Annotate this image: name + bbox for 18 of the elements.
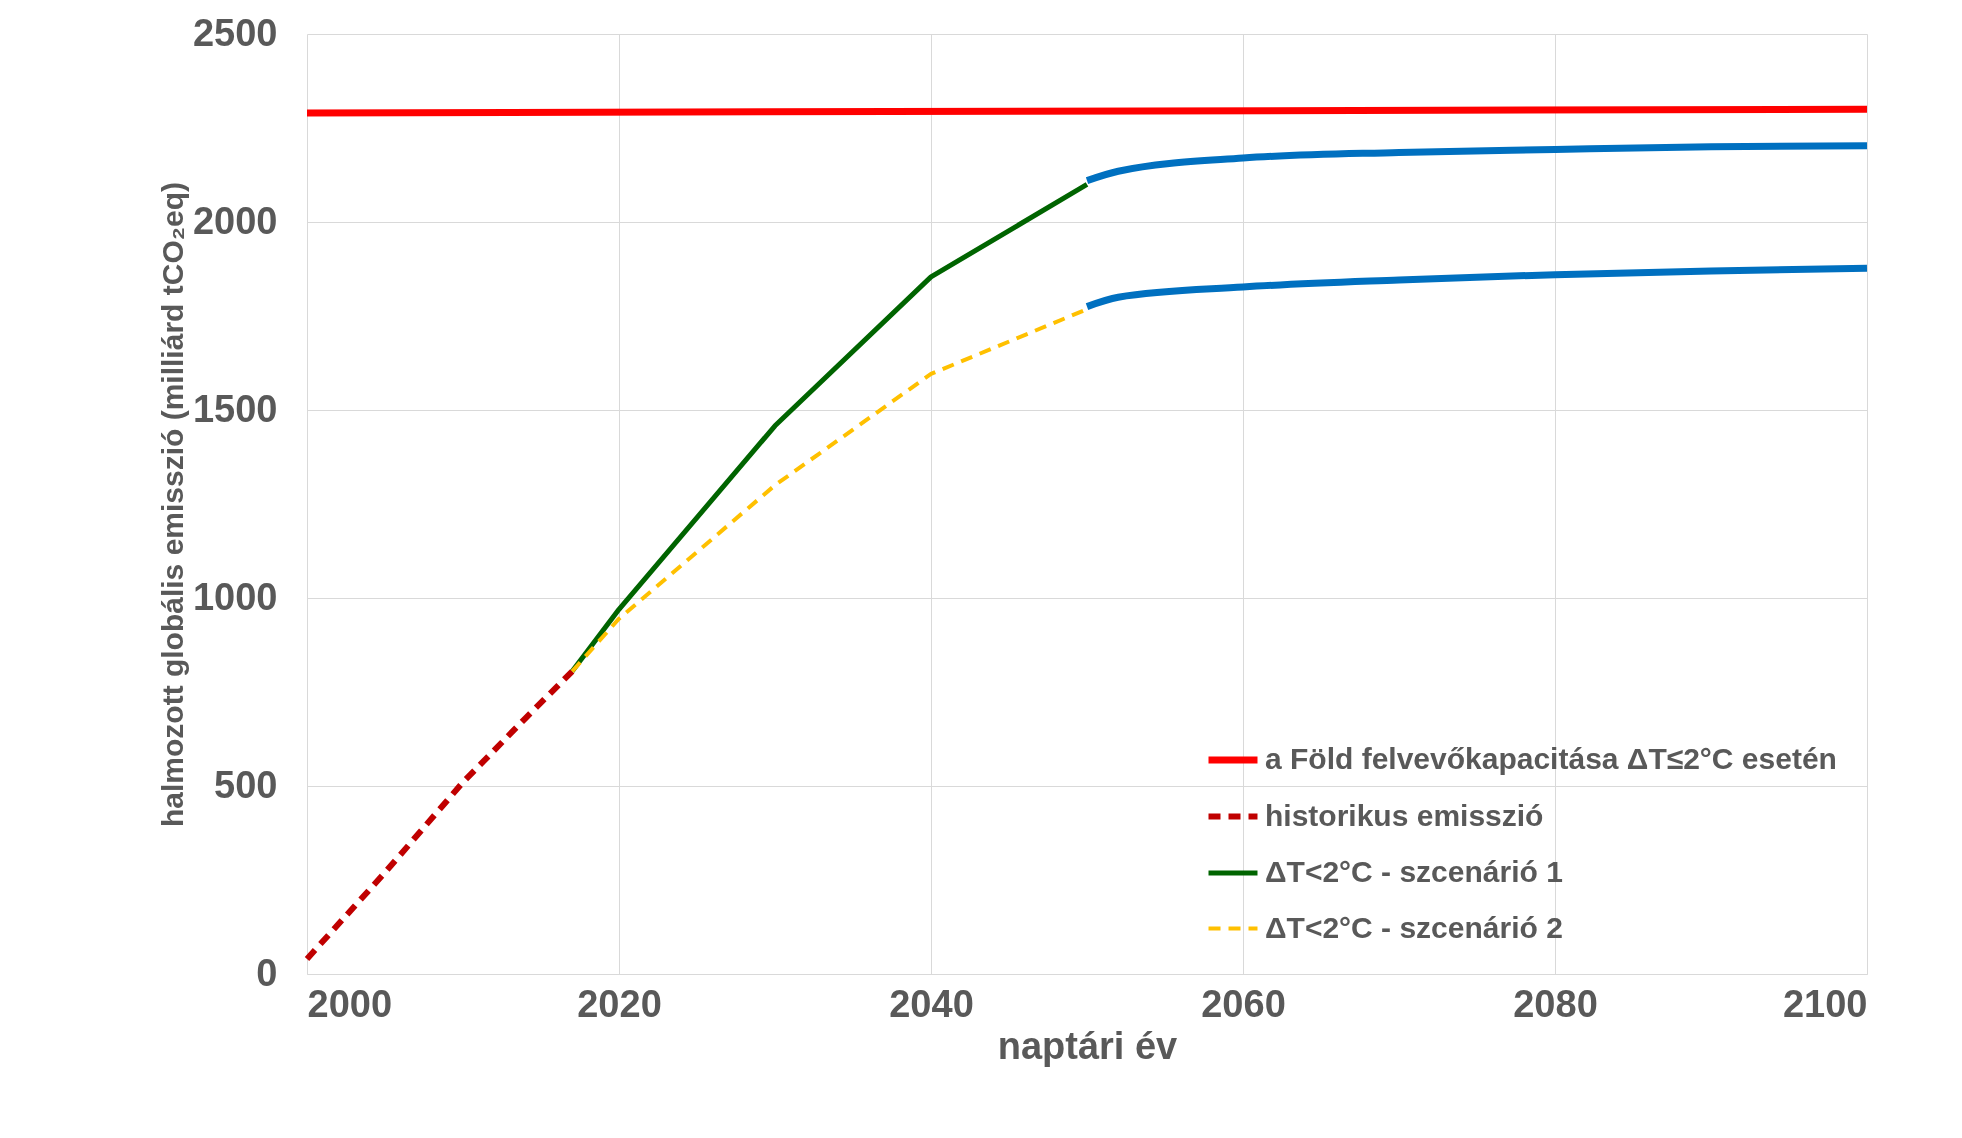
x-tick-label: 2040 (889, 982, 974, 1025)
x-tick-label: 2100 (1782, 982, 1868, 1025)
legend-label: ΔT<2°C - szcenárió 2 (1265, 910, 1563, 944)
y-axis-title: halmozott globális emisszió (milliárd tCO₂eq) (155, 181, 189, 828)
y-tick-label: 2000 (192, 199, 278, 242)
y-tick-label: 1500 (192, 387, 278, 430)
legend-label: a Föld felvevőkapacitása ΔT≤2°C esetén (1265, 742, 1837, 775)
x-axis-title: naptári év (997, 1024, 1178, 1067)
legend-label: historikus emisszió (1265, 798, 1544, 832)
y-tick-label: 1000 (192, 575, 278, 618)
y-tick-label: 500 (214, 763, 278, 806)
x-tick-label: 2060 (1201, 982, 1286, 1025)
y-tick-label: 0 (256, 951, 278, 994)
x-tick-label: 2080 (1513, 982, 1598, 1025)
legend-label: ΔT<2°C - szcenárió 1 (1265, 855, 1563, 888)
x-tick-label: 2000 (307, 982, 393, 1025)
x-tick-label: 2020 (577, 982, 662, 1025)
y-tick-label: 2500 (192, 11, 278, 54)
